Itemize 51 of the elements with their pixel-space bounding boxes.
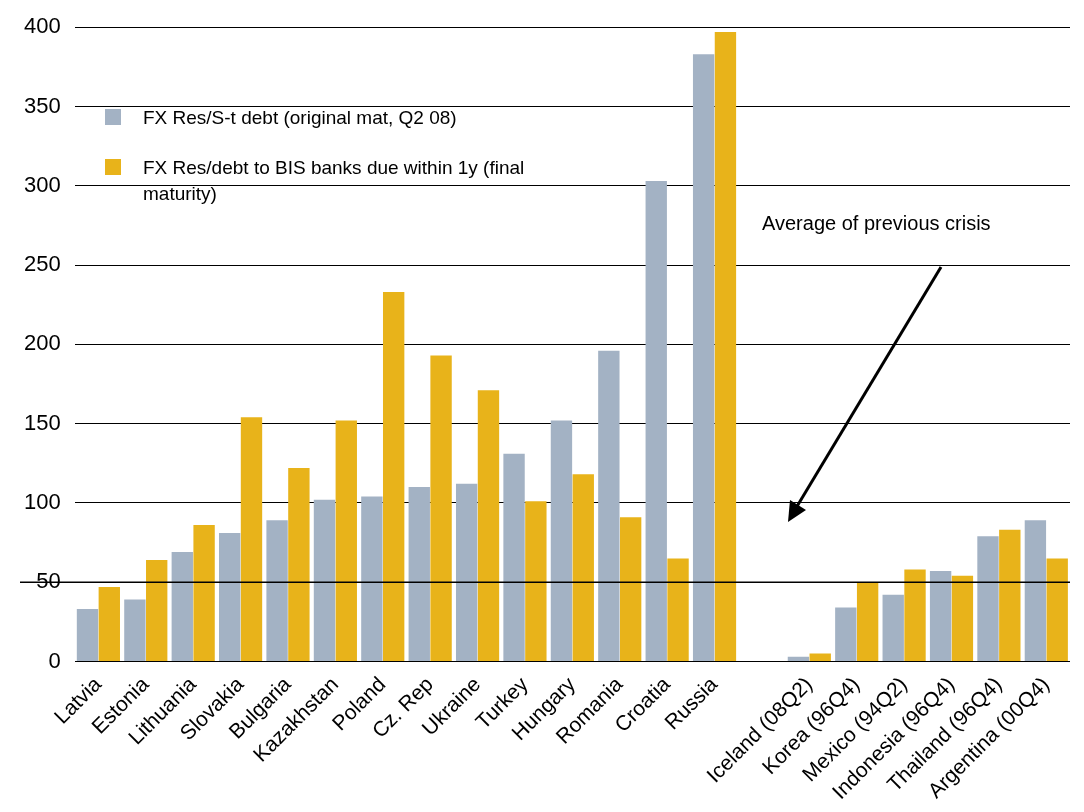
legend-label: FX Res/debt to BIS banks due within 1y (final maturity) xyxy=(143,156,526,206)
bar xyxy=(550,420,573,661)
bar xyxy=(266,520,288,661)
y-tick-label: 0 xyxy=(48,647,61,673)
y-tick-label: 200 xyxy=(23,330,61,356)
bar xyxy=(477,390,500,661)
y-tick-label: 100 xyxy=(23,488,61,514)
bar xyxy=(240,417,263,661)
bar xyxy=(408,487,430,661)
y-tick-label: 350 xyxy=(23,92,61,118)
bar xyxy=(882,594,904,661)
bar xyxy=(219,533,241,661)
y-tick-label: 400 xyxy=(23,13,61,39)
bar xyxy=(146,559,168,661)
annotation: Average of previous crisis xyxy=(762,212,991,235)
bar xyxy=(1046,558,1068,661)
bar xyxy=(809,653,831,661)
bar xyxy=(313,499,336,661)
bar xyxy=(430,355,452,661)
bar xyxy=(787,656,810,661)
bar xyxy=(835,607,857,661)
bar xyxy=(98,586,120,661)
bar xyxy=(1024,520,1047,661)
bar xyxy=(525,501,547,661)
bar xyxy=(619,517,642,661)
bar xyxy=(904,569,926,661)
bar xyxy=(76,609,99,661)
bar xyxy=(856,582,879,661)
y-tick-label: 150 xyxy=(23,409,61,435)
bar xyxy=(977,536,999,661)
bar xyxy=(361,496,383,661)
bar xyxy=(598,350,620,661)
bar xyxy=(455,483,478,661)
bar xyxy=(572,474,594,661)
bar xyxy=(692,54,715,661)
bar xyxy=(999,529,1021,661)
bar xyxy=(645,181,667,661)
bar xyxy=(667,558,689,661)
y-tick-label: 300 xyxy=(23,171,61,197)
bar xyxy=(929,571,952,661)
bar xyxy=(335,420,357,661)
bar xyxy=(951,575,974,661)
legend-label: FX Res/S-t debt (original mat, Q2 08) xyxy=(143,106,457,130)
bar xyxy=(124,599,146,661)
bar xyxy=(714,31,737,661)
y-tick-label: 250 xyxy=(23,251,61,277)
bar xyxy=(503,453,525,661)
bar xyxy=(171,552,193,661)
bar xyxy=(193,525,215,661)
bar xyxy=(382,292,405,661)
bar xyxy=(288,468,310,661)
